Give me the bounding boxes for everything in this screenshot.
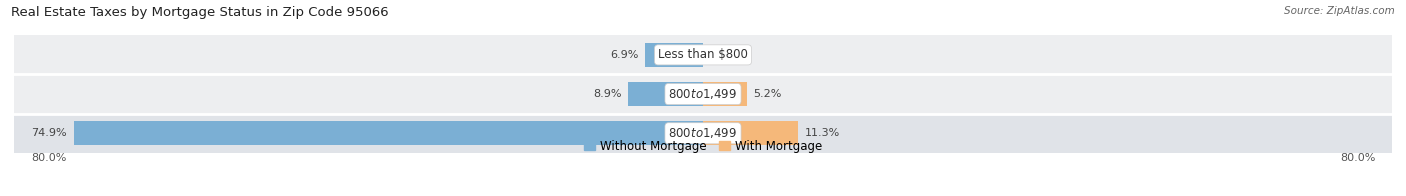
Bar	[14, 114, 1392, 153]
Text: $800 to $1,499: $800 to $1,499	[668, 87, 738, 101]
Text: 8.9%: 8.9%	[593, 89, 621, 99]
Bar	[703, 121, 799, 145]
Text: 11.3%: 11.3%	[804, 128, 839, 138]
Text: Source: ZipAtlas.com: Source: ZipAtlas.com	[1284, 6, 1395, 16]
Text: 80.0%: 80.0%	[1340, 153, 1375, 163]
Text: 5.2%: 5.2%	[754, 89, 782, 99]
Bar	[14, 74, 1392, 114]
Text: 0.0%: 0.0%	[710, 50, 738, 60]
Bar	[703, 82, 747, 106]
Bar	[14, 35, 1392, 74]
Bar	[73, 121, 703, 145]
Text: Less than $800: Less than $800	[658, 48, 748, 61]
Legend: Without Mortgage, With Mortgage: Without Mortgage, With Mortgage	[583, 140, 823, 153]
Text: Real Estate Taxes by Mortgage Status in Zip Code 95066: Real Estate Taxes by Mortgage Status in …	[11, 6, 389, 19]
Text: $800 to $1,499: $800 to $1,499	[668, 126, 738, 140]
Bar	[628, 82, 703, 106]
Text: 74.9%: 74.9%	[31, 128, 67, 138]
Text: 80.0%: 80.0%	[31, 153, 66, 163]
Bar	[645, 43, 703, 67]
Text: 6.9%: 6.9%	[610, 50, 638, 60]
